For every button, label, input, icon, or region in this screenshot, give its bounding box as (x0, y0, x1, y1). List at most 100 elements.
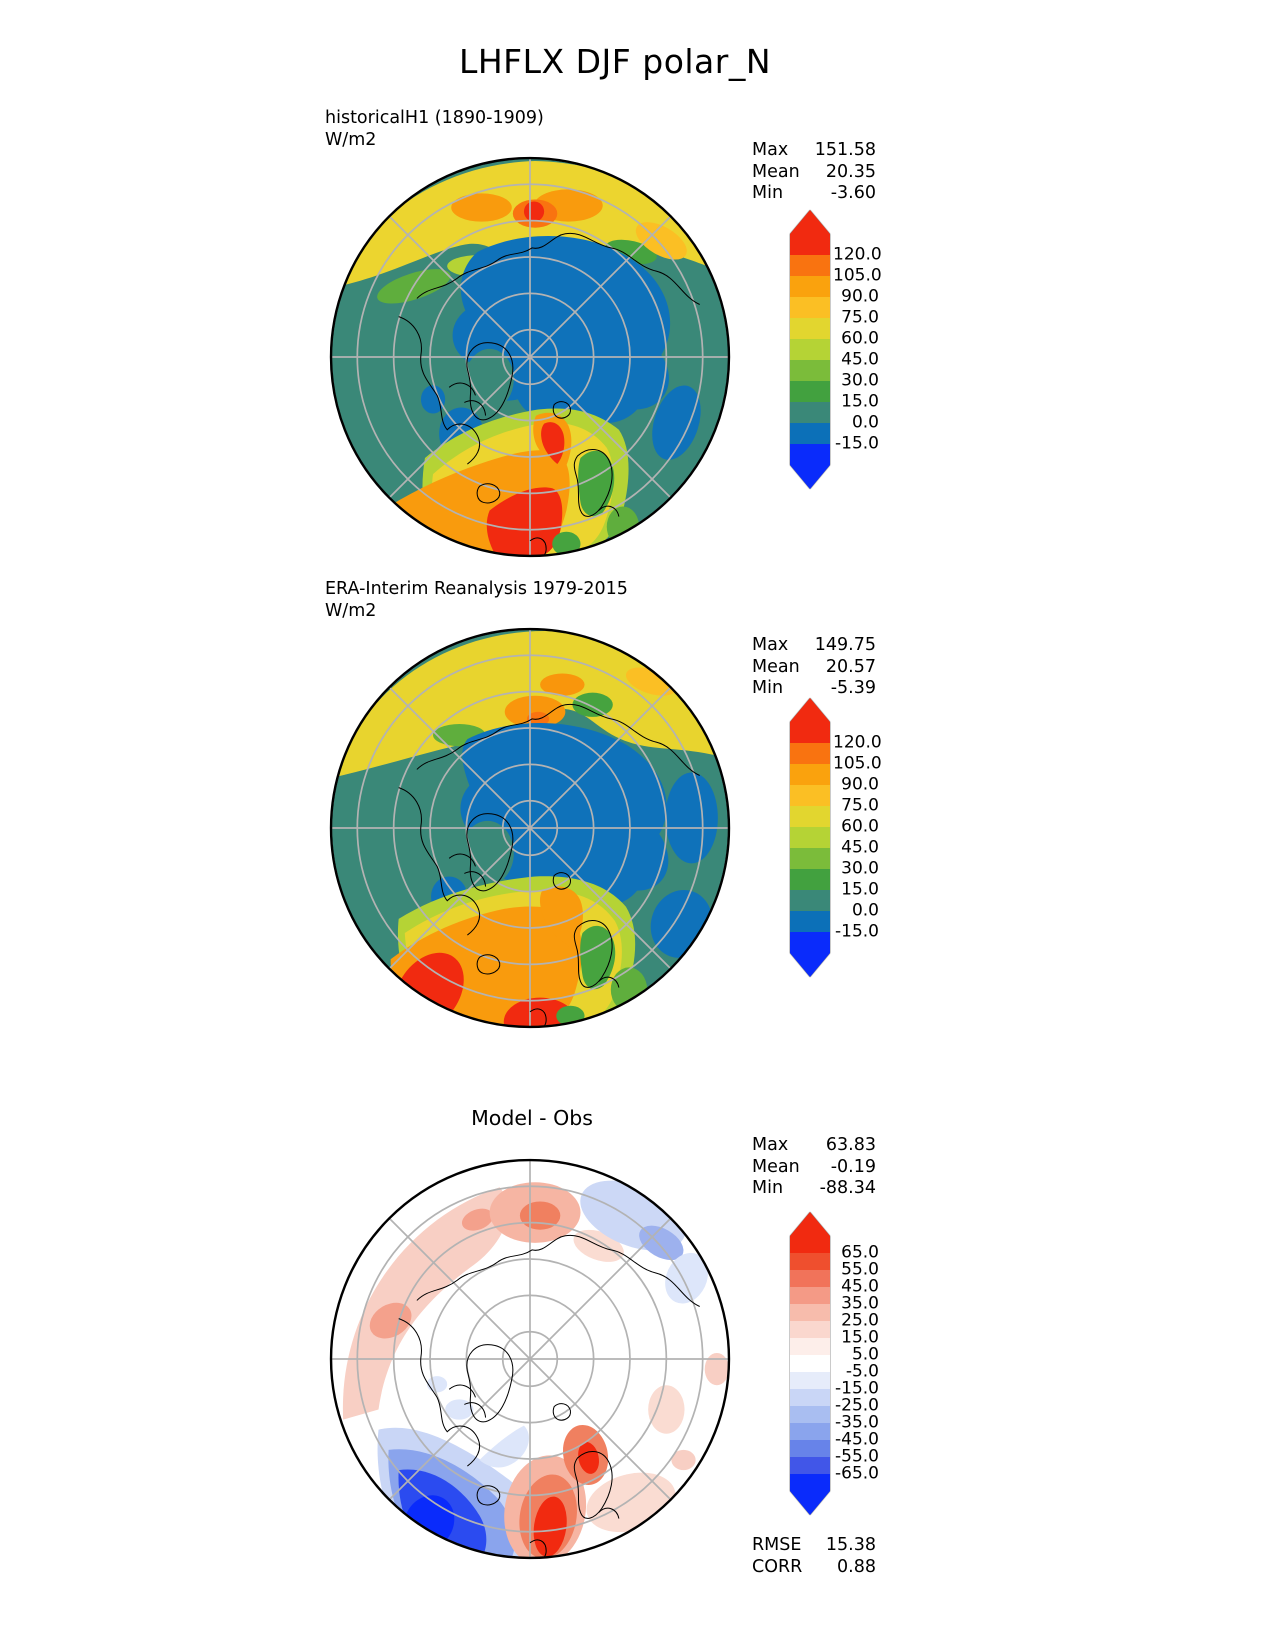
colorbar-segment (790, 698, 830, 743)
figure-title: LHFLX DJF polar_N (458, 42, 772, 81)
colorbar-segment (790, 1440, 830, 1457)
colorbar-tick-label: 15.0 (841, 1327, 879, 1348)
colorbar-segment (790, 890, 830, 911)
stat-value: 0.88 (837, 1556, 876, 1577)
colorbar-tick-label: -35.0 (835, 1412, 879, 1433)
stat-row: Mean 20.57 (752, 657, 876, 679)
colorbar-segment (790, 255, 830, 276)
colorbar-segment (790, 1321, 830, 1338)
panel3-skill-stats: RMSE 15.38 CORR 0.88 (752, 1535, 876, 1578)
colorbar-segment (790, 764, 830, 785)
colorbar-tick-label: -55.0 (835, 1446, 879, 1467)
stat-value: -3.60 (830, 183, 876, 203)
stat-value: -5.39 (830, 678, 876, 698)
colorbar-tick-label: 90.0 (841, 286, 879, 307)
colorbar-tick-label: 35.0 (841, 1293, 879, 1314)
stat-label: Mean (752, 656, 800, 677)
panel-diff: Model - Obs Max 63.83 Mean -0.19 Min -88.34 (0, 1055, 1275, 1650)
stat-label: Max (752, 635, 789, 655)
colorbar-segment (790, 1406, 830, 1423)
panel1-label-line2: W/m2 (325, 130, 377, 150)
colorbar-segment (790, 297, 830, 318)
colorbar-segment (790, 806, 830, 827)
stat-row: Min -88.34 (752, 1178, 876, 1200)
panel-model: historicalH1 (1890-1909) W/m2 Max 151.58 … (0, 100, 1275, 570)
colorbar-segment (790, 1253, 830, 1270)
colorbar-segment (790, 1355, 830, 1372)
graticule (332, 1161, 728, 1557)
colorbar-segment (790, 1212, 830, 1253)
colorbar-tick-label: -15.0 (835, 921, 879, 942)
colorbar-segment (790, 911, 830, 932)
colorbar-segment (790, 827, 830, 848)
colorbar-tick-label: 120.0 (833, 732, 882, 753)
colorbar-segment (790, 1304, 830, 1321)
colorbar-tick-label: -25.0 (835, 1395, 879, 1416)
stat-row: Max 149.75 (752, 635, 876, 657)
colorbar-tick-label: 65.0 (841, 1242, 879, 1263)
colorbar-segment (790, 1338, 830, 1355)
stat-row: Min -5.39 (752, 678, 876, 700)
stat-label: Max (752, 1135, 789, 1155)
colorbar-segment (790, 785, 830, 806)
colorbar-segment (790, 1372, 830, 1389)
graticule (332, 159, 728, 555)
stat-label: Min (752, 183, 784, 203)
colorbar-tick-label: 45.0 (841, 349, 879, 370)
colorbar-segment (790, 1423, 830, 1440)
colorbar-segment (790, 444, 830, 489)
colorbar-segment (790, 276, 830, 297)
panel3-stats: Max 63.83 Mean -0.19 Min -88.34 (752, 1135, 876, 1200)
colorbar-bar (790, 698, 830, 977)
coastlines (398, 703, 700, 1026)
colorbar-tick-label: 15.0 (841, 391, 879, 412)
stat-value: 149.75 (814, 635, 876, 655)
stat-value: 20.35 (825, 161, 876, 182)
colorbar-segment (790, 360, 830, 381)
stat-label: Min (752, 1178, 784, 1198)
colorbar-tick-label: 90.0 (841, 774, 879, 795)
colorbar-tick-label: 25.0 (841, 1310, 879, 1331)
colorbar-tick-label: -65.0 (835, 1463, 879, 1484)
colorbar-bar (790, 210, 830, 489)
colorbar-segment (790, 210, 830, 255)
stat-value: 63.83 (825, 1135, 876, 1155)
coastlines (398, 1234, 700, 1557)
colorbar-segment (790, 1287, 830, 1304)
stat-label: CORR (752, 1556, 803, 1577)
stat-row: Min -3.60 (752, 183, 876, 205)
panel2-label-line2: W/m2 (325, 601, 377, 621)
colorbar-segment (790, 743, 830, 764)
colorbar-tick-label: 15.0 (841, 879, 879, 900)
colorbar-era: 120.0 105.0 90.0 75.0 60.0 45.0 30.0 15.0 0.0 -15… (790, 698, 900, 977)
colorbar-tick-label: 5.0 (851, 1344, 879, 1365)
panel-obs: ERA-Interim Reanalysis 1979-2015 W/m2 Ma… (0, 570, 1275, 1055)
stat-label: RMSE (752, 1535, 802, 1555)
diff-title: Model - Obs (471, 1106, 593, 1130)
colorbar-tick-label: -45.0 (835, 1429, 879, 1450)
colorbar-segment (790, 932, 830, 977)
stat-value: 151.58 (814, 140, 876, 160)
polar-map-era (329, 627, 731, 1029)
polar-map-diff (329, 1158, 731, 1560)
colorbar-segment (790, 869, 830, 890)
colorbar-segment (790, 423, 830, 444)
panel1-label-line1: historicalH1 (1890-1909) (325, 108, 544, 128)
stat-label: Min (752, 678, 784, 698)
colorbar-tick-label: 55.0 (841, 1259, 879, 1280)
colorbar-segment (790, 1457, 830, 1474)
polar-map-model (329, 156, 731, 558)
colorbar-segment (790, 402, 830, 423)
colorbar-segment (790, 1474, 830, 1515)
stat-label: Mean (752, 161, 800, 182)
colorbar-tick-label: 120.0 (833, 244, 882, 265)
colorbar-tick-label: 75.0 (841, 795, 879, 816)
colorbar-tick-label: -5.0 (845, 1361, 879, 1382)
stat-value: 15.38 (825, 1535, 876, 1555)
colorbar-tick-label: 45.0 (841, 1276, 879, 1297)
colorbar-segment (790, 339, 830, 360)
colorbar-segment (790, 381, 830, 402)
stat-row: RMSE 15.38 (752, 1535, 876, 1557)
colorbar-tick-label: -15.0 (835, 1378, 879, 1399)
map-border (329, 627, 731, 1029)
